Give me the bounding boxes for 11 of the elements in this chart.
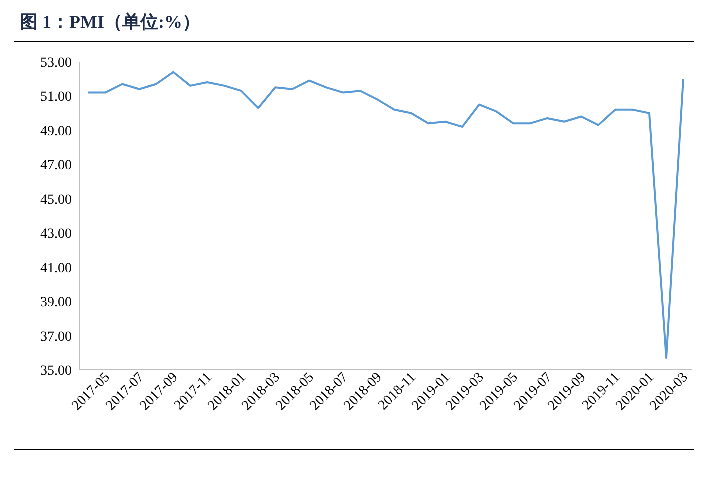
title: 图 1：PMI（单位:%） [20, 12, 200, 32]
y-tick-label: 43.00 [40, 227, 72, 242]
y-tick-label: 41.00 [40, 261, 72, 276]
y-tick-label: 37.00 [40, 330, 72, 345]
y-tick-label: 49.00 [40, 124, 72, 140]
y-tick-label: 39.00 [40, 296, 72, 311]
y-tick-label: 45.00 [40, 192, 72, 208]
y-tick-label: 47.00 [40, 158, 72, 174]
y-tick-label: 51.00 [40, 90, 72, 106]
y-tick-label: 53.00 [40, 56, 72, 71]
y-tick-label: 35.00 [40, 364, 72, 379]
